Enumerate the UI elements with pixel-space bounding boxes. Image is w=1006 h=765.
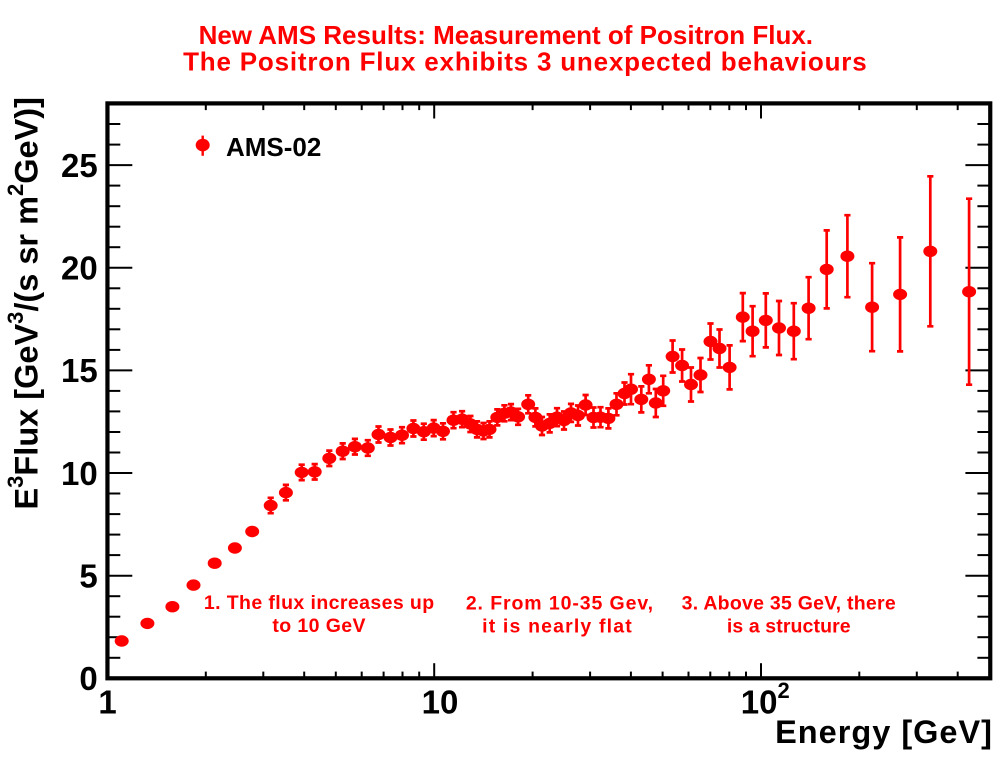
svg-text:5: 5 bbox=[79, 558, 97, 595]
svg-text:15: 15 bbox=[61, 352, 98, 389]
svg-text:10: 10 bbox=[61, 455, 98, 492]
svg-text:is a structure: is a structure bbox=[727, 615, 851, 637]
svg-text:10: 10 bbox=[422, 684, 459, 721]
svg-text:20: 20 bbox=[61, 250, 98, 287]
svg-text:E3Flux [GeV3/(s sr m2GeV)]: E3Flux [GeV3/(s sr m2GeV)] bbox=[3, 97, 45, 509]
svg-text:The Positron Flux exhibits 3 u: The Positron Flux exhibits 3 unexpected … bbox=[183, 47, 867, 77]
svg-text:1: 1 bbox=[98, 684, 116, 721]
svg-text:3. Above 35 GeV, there: 3. Above 35 GeV, there bbox=[682, 592, 896, 614]
svg-text:AMS-02: AMS-02 bbox=[226, 132, 321, 162]
svg-text:0: 0 bbox=[79, 660, 97, 697]
svg-text:25: 25 bbox=[61, 147, 98, 184]
svg-text:to 10 GeV: to 10 GeV bbox=[272, 615, 366, 637]
svg-text:1. The flux increases up: 1. The flux increases up bbox=[204, 592, 435, 614]
svg-text:it is nearly flat: it is nearly flat bbox=[482, 615, 633, 637]
svg-text:New AMS Results: Measurement o: New AMS Results: Measurement of Positron… bbox=[199, 20, 813, 50]
svg-text:Energy [GeV]: Energy [GeV] bbox=[775, 714, 993, 750]
svg-text:2. From 10-35 Gev,: 2. From 10-35 Gev, bbox=[466, 592, 654, 614]
